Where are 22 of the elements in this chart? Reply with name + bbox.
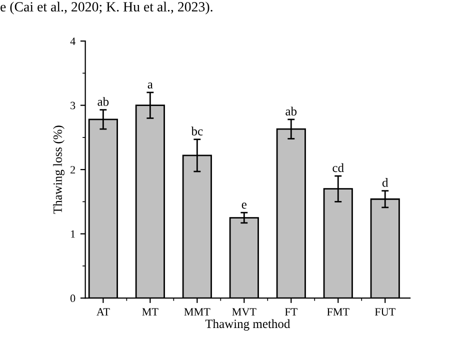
x-tick-label: MVT [232,308,256,316]
annotation: a [148,82,153,89]
y-tick-label: 1 [71,230,75,238]
x-axis-title: Thawing method [205,319,290,331]
annotation: ab [98,97,109,106]
y-tick-label: 3 [70,102,76,110]
x-tick-label: FMT [327,308,350,316]
text: e (Cai et al., 2020; K. Hu et al., 2023). [0,2,212,14]
x-tick-label: FT [284,308,298,316]
y-tick-label: 4 [70,38,76,45]
annotation: d [382,178,388,187]
annotation: e [242,202,246,209]
x-tick-label: MMT [184,308,210,316]
y-axis-title: Thawing loss (%) [53,126,64,214]
y-tick-label: 2 [70,166,75,174]
annotation: bc [191,126,203,136]
annotation: cd [332,163,344,172]
x-tick-label: AT [96,308,110,316]
x-tick-label: MT [142,308,158,316]
y-tick-label: 0 [70,294,76,302]
annotation: ab [286,106,297,116]
x-tick-label: FUT [374,308,396,316]
